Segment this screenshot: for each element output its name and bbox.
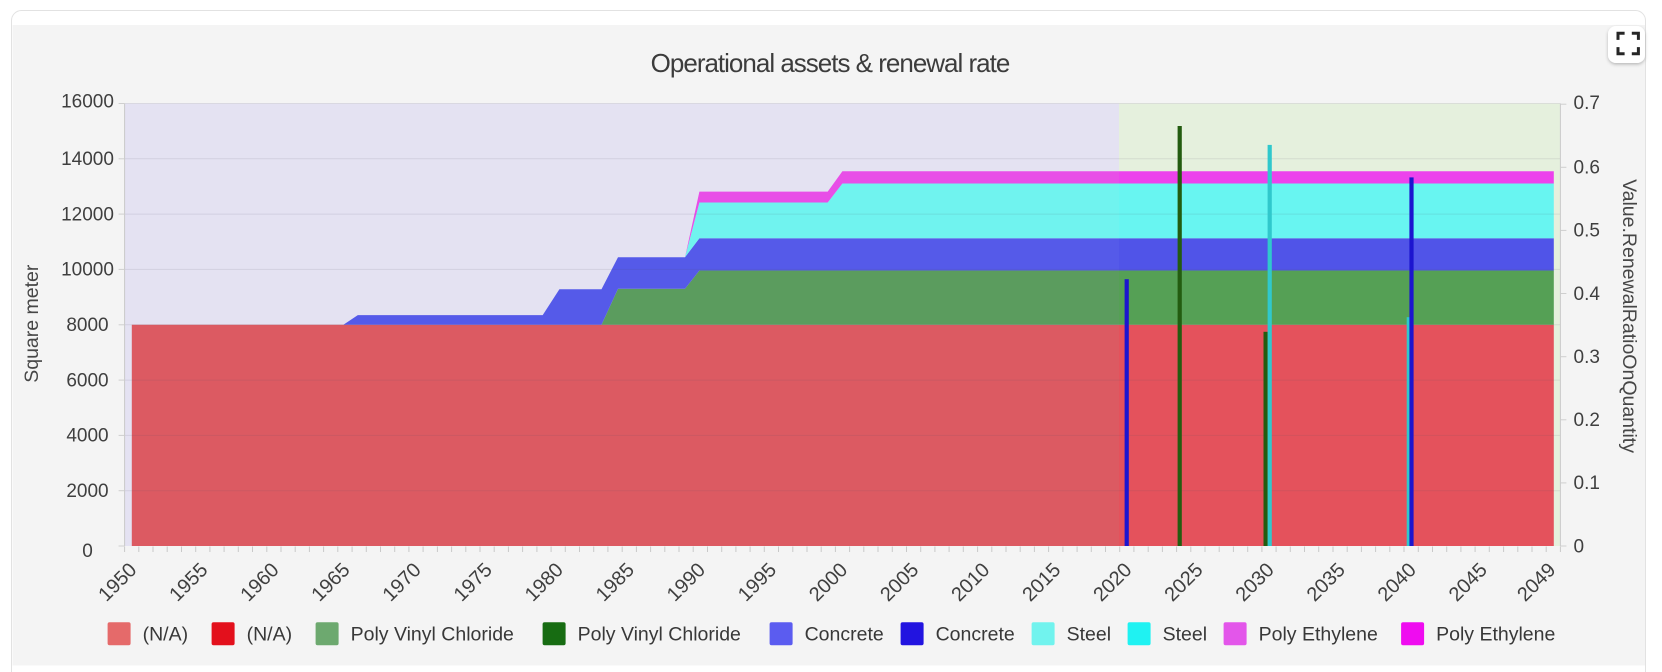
svg-text:Concrete: Concrete xyxy=(936,624,1015,646)
svg-text:0: 0 xyxy=(82,541,93,562)
svg-text:0.6: 0.6 xyxy=(1574,158,1600,179)
svg-text:0.1: 0.1 xyxy=(1574,473,1600,494)
svg-text:4000: 4000 xyxy=(66,426,108,447)
svg-text:Steel: Steel xyxy=(1163,624,1207,646)
svg-text:14000: 14000 xyxy=(61,149,114,170)
svg-text:8000: 8000 xyxy=(66,315,108,336)
svg-text:2000: 2000 xyxy=(66,481,108,502)
svg-text:16000: 16000 xyxy=(61,91,114,112)
svg-text:Concrete: Concrete xyxy=(805,624,884,646)
svg-text:Poly Vinyl Chloride: Poly Vinyl Chloride xyxy=(578,624,741,646)
svg-text:0.5: 0.5 xyxy=(1574,221,1600,242)
svg-text:0: 0 xyxy=(1574,536,1585,557)
svg-text:6000: 6000 xyxy=(66,370,108,391)
svg-text:Poly Vinyl Chloride: Poly Vinyl Chloride xyxy=(351,624,514,646)
svg-text:Value.RenewalRatioOnQuantity: Value.RenewalRatioOnQuantity xyxy=(1618,179,1640,453)
svg-text:12000: 12000 xyxy=(61,204,114,225)
svg-text:0.7: 0.7 xyxy=(1574,93,1600,114)
svg-text:0.2: 0.2 xyxy=(1574,410,1600,431)
svg-text:Poly Ethylene: Poly Ethylene xyxy=(1259,624,1378,646)
svg-text:Operational assets & renewal r: Operational assets & renewal rate xyxy=(651,48,1010,78)
svg-text:0.4: 0.4 xyxy=(1574,284,1601,305)
svg-text:Steel: Steel xyxy=(1067,624,1111,646)
svg-text:10000: 10000 xyxy=(61,260,114,281)
svg-text:(N/A): (N/A) xyxy=(143,624,189,646)
svg-text:0.3: 0.3 xyxy=(1574,347,1600,368)
svg-text:Square meter: Square meter xyxy=(21,264,43,383)
svg-text:Poly Ethylene: Poly Ethylene xyxy=(1436,624,1555,646)
svg-text:(N/A): (N/A) xyxy=(247,624,293,646)
